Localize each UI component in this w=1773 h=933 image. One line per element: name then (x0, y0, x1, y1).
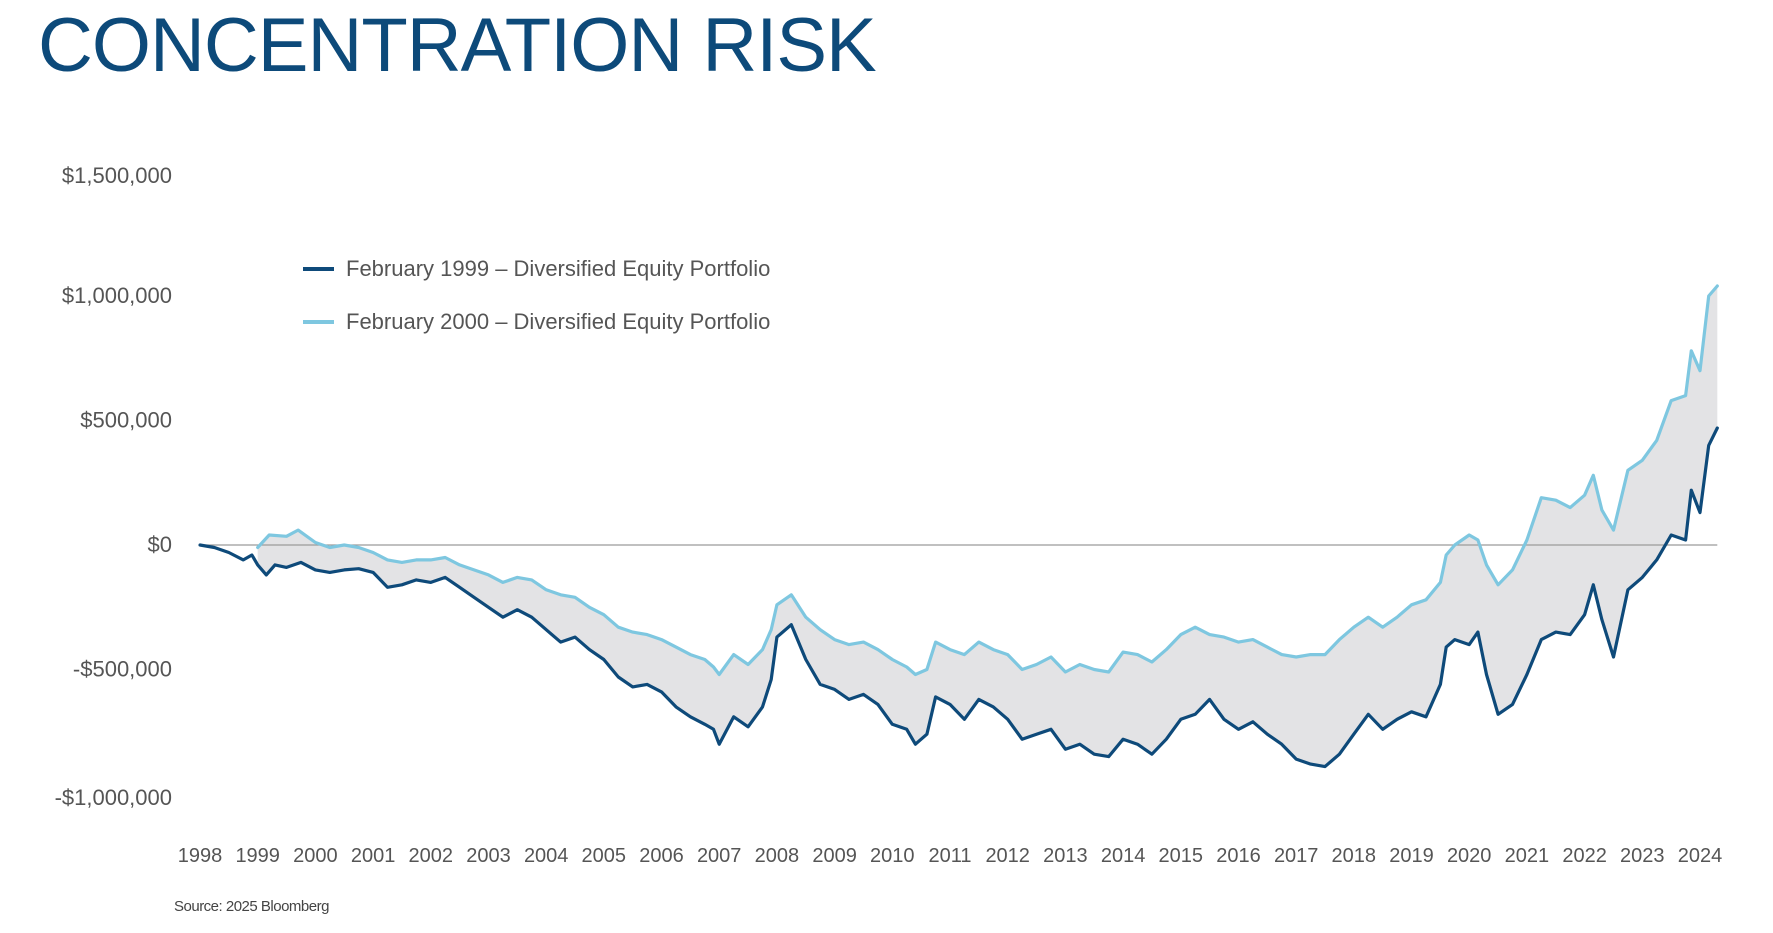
legend-label-2: February 2000 – Diversified Equity Portf… (346, 309, 770, 334)
x-tick-label: 2003 (466, 845, 511, 867)
x-tick-label: 2013 (1043, 845, 1088, 867)
x-tick-label: 2024 (1678, 845, 1723, 867)
x-tick-label: 2023 (1620, 845, 1665, 867)
x-tick-label: 2017 (1274, 845, 1319, 867)
y-tick-label: -$500,000 (73, 657, 172, 682)
x-axis-labels: 1998 1999 2000 2001 2002 2003 2004 2005 2006 2007… (178, 845, 1723, 867)
chart-title: CONCENTRATION RISK (38, 3, 877, 88)
x-tick-label: 1998 (178, 845, 223, 867)
x-tick-label: 2005 (582, 845, 627, 867)
x-tick-label: 2016 (1216, 845, 1261, 867)
x-tick-label: 2002 (409, 845, 454, 867)
x-tick-label: 2018 (1332, 845, 1377, 867)
series-line-1 (198, 426, 1719, 769)
y-tick-label: $0 (148, 532, 172, 557)
x-tick-label: 2010 (870, 845, 915, 867)
x-tick-label: 2001 (351, 845, 396, 867)
x-tick-label: 2015 (1159, 845, 1204, 867)
shaded-gap-area (257, 286, 1718, 767)
x-tick-label: 2006 (639, 845, 684, 867)
legend: February 1999 – Diversified Equity Portf… (303, 256, 770, 334)
x-tick-label: 2007 (697, 845, 742, 867)
x-tick-label: 2004 (524, 845, 569, 867)
gap-shading (257, 286, 1718, 767)
x-tick-label: 2011 (928, 845, 971, 867)
x-tick-label: 2008 (755, 845, 800, 867)
source-note: Source: 2025 Bloomberg (174, 898, 329, 915)
y-tick-label: $1,500,000 (62, 163, 172, 188)
y-tick-label: -$1,000,000 (55, 785, 172, 810)
series-layer (198, 284, 1719, 769)
y-tick-label: $500,000 (80, 408, 172, 433)
x-tick-label: 2019 (1389, 845, 1434, 867)
series-line-2 (256, 284, 1719, 677)
x-tick-label: 2021 (1505, 845, 1550, 867)
x-tick-label: 1999 (235, 845, 280, 867)
x-tick-label: 2000 (293, 845, 338, 867)
y-tick-label: $1,000,000 (62, 283, 172, 308)
x-tick-label: 2022 (1562, 845, 1607, 867)
y-axis-labels: $1,500,000 $1,000,000 $500,000 $0 -$500,000 -… (55, 163, 172, 810)
x-tick-label: 2012 (985, 845, 1030, 867)
x-tick-label: 2009 (812, 845, 857, 867)
legend-label-1: February 1999 – Diversified Equity Portf… (346, 256, 770, 281)
x-tick-label: 2020 (1447, 845, 1492, 867)
x-tick-label: 2014 (1101, 845, 1146, 867)
